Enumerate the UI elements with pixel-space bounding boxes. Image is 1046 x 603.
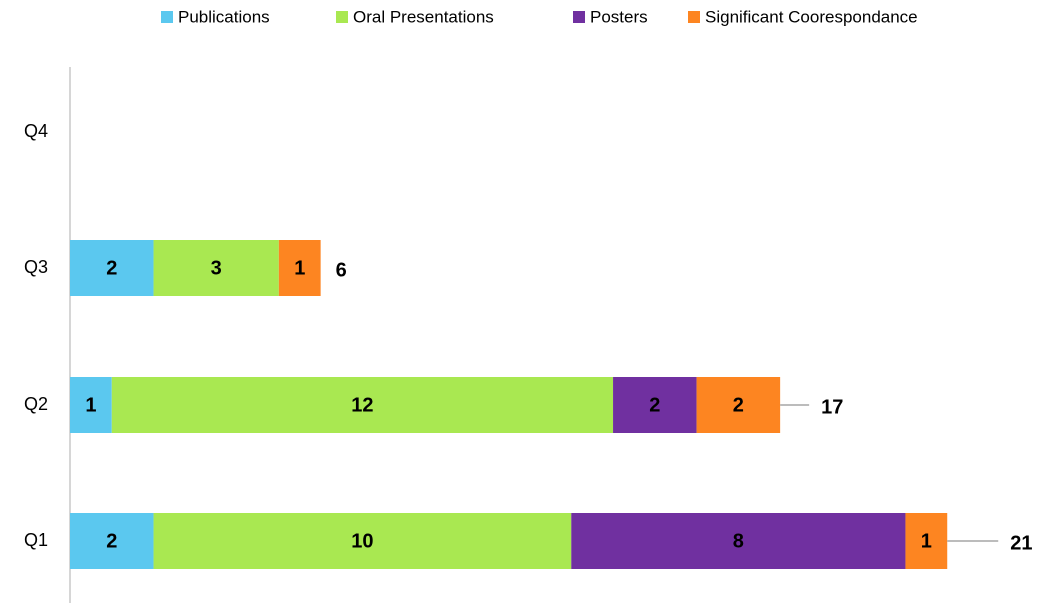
bar-segment: [70, 240, 154, 296]
legend-label: Oral Presentations: [353, 7, 494, 26]
data-label: 2: [106, 530, 117, 552]
bar-segment: [153, 513, 572, 569]
bar-segment: [613, 377, 697, 433]
y-tick-label: Q4: [24, 121, 48, 141]
bar-segment: [70, 513, 154, 569]
total-label: 6: [336, 259, 347, 281]
bar-segment: [111, 377, 614, 433]
legend-swatch: [161, 11, 173, 23]
data-label: 12: [351, 394, 373, 416]
data-label: 2: [733, 394, 744, 416]
bar-segment: [696, 377, 781, 433]
legend-swatch: [688, 11, 700, 23]
data-label: 8: [733, 530, 744, 552]
legend-swatch: [573, 11, 585, 23]
legend-label: Significant Coorespondance: [705, 7, 918, 26]
y-tick-label: Q3: [24, 257, 48, 277]
data-label: 1: [294, 257, 305, 279]
bar-segment: [571, 513, 906, 569]
y-tick-label: Q1: [24, 530, 48, 550]
legend-swatch: [336, 11, 348, 23]
total-label: 17: [821, 396, 843, 418]
data-label: 2: [106, 257, 117, 279]
data-label: 3: [211, 257, 222, 279]
data-label: 1: [921, 530, 932, 552]
data-label: 10: [351, 530, 373, 552]
legend-label: Publications: [178, 7, 270, 26]
data-label: 1: [85, 394, 96, 416]
legend-label: Posters: [590, 7, 648, 26]
bar-segment: [278, 240, 321, 296]
data-label: 2: [649, 394, 660, 416]
bar-segment: [70, 377, 112, 433]
total-label: 21: [1010, 532, 1032, 554]
bar-segment: [905, 513, 948, 569]
y-tick-label: Q2: [24, 394, 48, 414]
bar-segment: [153, 240, 279, 296]
